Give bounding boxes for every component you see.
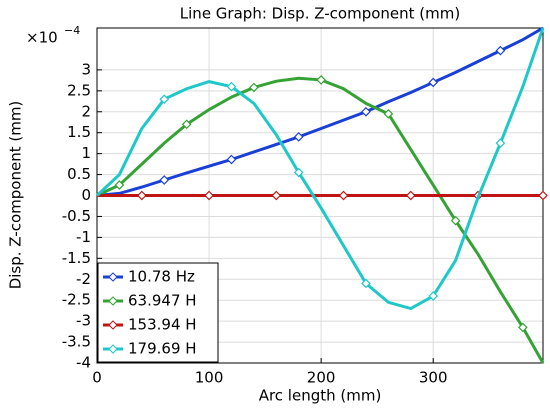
- chart-title: Line Graph: Disp. Z-component (mm): [180, 5, 460, 23]
- x-tick-label: 0: [92, 369, 102, 387]
- y-tick-label: -1: [76, 228, 91, 246]
- series-marker: [495, 45, 506, 56]
- y-tick-label: 0: [81, 186, 91, 204]
- series-marker: [293, 132, 304, 142]
- y-tick-label: 1: [81, 144, 91, 162]
- series-marker: [114, 180, 125, 190]
- series-marker: [159, 175, 170, 185]
- legend-marker: [108, 296, 118, 306]
- series-marker: [226, 81, 237, 92]
- y-axis-label: Disp. Z-component (mm): [7, 101, 25, 290]
- x-tick-label: 100: [195, 369, 224, 387]
- series-marker: [249, 82, 259, 93]
- series-marker: [450, 215, 461, 226]
- series-marker: [495, 138, 506, 149]
- legend-marker: [108, 344, 118, 354]
- series-marker: [383, 108, 394, 119]
- y-tick-label: -3.5: [62, 333, 91, 351]
- series-marker: [517, 322, 528, 333]
- y-tick-label: 3: [81, 60, 91, 78]
- series-marker: [226, 154, 237, 165]
- multiplier-exponent: −4: [64, 24, 80, 37]
- series-marker: [136, 190, 147, 201]
- series-marker: [181, 119, 192, 130]
- y-tick-label: 2.5: [67, 81, 91, 99]
- series-marker: [338, 190, 349, 201]
- series-marker: [159, 94, 170, 105]
- series-marker: [428, 77, 439, 88]
- y-tick-label: -2.5: [62, 291, 91, 309]
- series-marker: [204, 190, 214, 201]
- legend-label: 10.78 Hz: [128, 268, 195, 286]
- series-marker: [405, 190, 416, 201]
- legend-label: 153.94 H: [128, 316, 197, 334]
- series-marker: [538, 190, 548, 201]
- y-tick-label: -2: [76, 270, 91, 288]
- legend-label: 179.69 H: [128, 340, 197, 358]
- legend-label: 63.947 H: [128, 292, 197, 310]
- y-tick-label: 1.5: [67, 123, 91, 141]
- y-tick-label: -0.5: [62, 207, 91, 225]
- y-tick-label: -4: [76, 354, 91, 372]
- series-marker: [271, 190, 282, 201]
- multiplier-base: ×10: [26, 29, 58, 47]
- y-tick-label: 2: [81, 102, 91, 120]
- y-tick-label: -3: [76, 312, 91, 330]
- x-axis-label: Arc length (mm): [259, 387, 382, 405]
- series-line: [96, 26, 544, 197]
- legend-marker: [108, 272, 118, 282]
- x-tick-label: 300: [419, 369, 448, 387]
- y-tick-label: -1.5: [62, 249, 91, 267]
- series-line: [95, 27, 545, 311]
- x-tick-label: 200: [307, 369, 336, 387]
- legend-box: [97, 262, 219, 363]
- series-marker: [361, 278, 371, 289]
- series-marker: [316, 75, 326, 85]
- series-marker: [428, 291, 439, 301]
- legend-marker: [108, 320, 118, 330]
- y-tick-label: 0.5: [67, 165, 91, 183]
- series-marker: [293, 167, 304, 178]
- series-marker: [361, 106, 371, 117]
